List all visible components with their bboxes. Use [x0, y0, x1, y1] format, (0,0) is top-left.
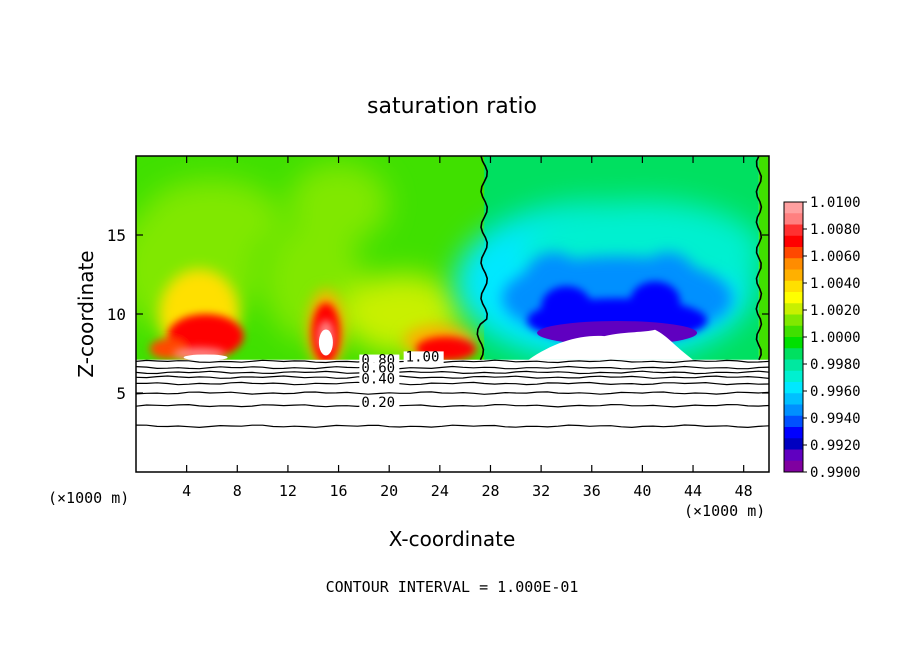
x-tick-label: 36 — [583, 482, 601, 500]
colorbar-label: 1.0000 — [810, 330, 861, 346]
contour-line — [136, 375, 769, 379]
colorbar-segment — [784, 449, 803, 462]
colorbar-label: 1.0100 — [810, 195, 861, 211]
contour-label: 0.20 — [361, 395, 395, 411]
y-tick-label: 10 — [107, 305, 126, 324]
colorbar-segment — [784, 280, 803, 293]
colorbar-segment — [784, 415, 803, 428]
colorbar-label: 0.9900 — [810, 465, 861, 481]
dry-blob — [541, 286, 592, 327]
region-edge-strip — [758, 156, 769, 360]
contour-line — [136, 359, 769, 364]
colorbar-segment — [784, 303, 803, 315]
contour-label: 0.60 — [361, 360, 395, 376]
contour-label: 1.00 — [406, 349, 440, 365]
x-tick-label: 32 — [532, 482, 550, 500]
colorbar-segment — [784, 292, 803, 304]
contour-line — [136, 424, 769, 429]
colorbar-segment — [784, 314, 803, 327]
y-tick-label: 15 — [107, 226, 126, 245]
x-tick-label: 40 — [633, 482, 651, 500]
contour-line — [136, 403, 769, 408]
heatmap-field — [136, 156, 769, 472]
chart-title: saturation ratio — [367, 94, 537, 119]
saturation-contour-left — [476, 156, 489, 361]
dry-blob — [630, 281, 681, 322]
plume-blob — [167, 314, 244, 359]
y-axis-label: Z-coordinate — [74, 250, 98, 377]
x-tick-label: 8 — [233, 482, 242, 500]
colorbar-segment — [784, 224, 803, 237]
x-tick-label: 16 — [330, 482, 348, 500]
plume-blob — [141, 179, 282, 260]
contour-line — [136, 370, 769, 375]
colorbar-segment — [784, 438, 803, 450]
contour-labels: 1.000.800.600.400.20 — [359, 349, 444, 411]
colorbar-segment — [784, 247, 803, 259]
contour-line — [136, 391, 769, 395]
colorbar-segment — [784, 213, 803, 225]
colorbar-label: 0.9960 — [810, 384, 861, 400]
colorbar-segment — [784, 393, 803, 405]
y-tick-label: 5 — [116, 384, 126, 403]
colorbar-segment — [784, 382, 803, 394]
x-tick-label: 24 — [431, 482, 449, 500]
x-tick-label: 44 — [684, 482, 702, 500]
colorbar-segment — [784, 404, 803, 417]
colorbar-segment — [784, 460, 803, 473]
white-core — [318, 329, 333, 356]
colorbar: 1.0100 1.0080 1.0060 1.0040 1.0020 1.0000 0.99… — [783, 195, 861, 481]
x-tick-label: 28 — [481, 482, 499, 500]
contour-label-bg — [359, 373, 400, 386]
contour-label-bg — [359, 362, 400, 375]
x-tick-label: 48 — [735, 482, 753, 500]
contour-label: 0.40 — [361, 372, 395, 388]
contour-label-bg — [359, 397, 400, 410]
contour-label-bg — [403, 351, 444, 364]
colorbar-segment — [784, 337, 803, 349]
white-core — [183, 354, 228, 361]
x-axis-label: X-coordinate — [389, 527, 516, 551]
plume-blob — [288, 163, 389, 244]
x-tick-label: 4 — [182, 482, 191, 500]
colorbar-segment — [784, 348, 803, 360]
colorbar-segment — [784, 202, 803, 214]
colorbar-label: 0.9980 — [810, 357, 861, 373]
x-axis-ticks: 4 8 12 16 20 24 28 32 36 40 44 48 — [182, 156, 753, 500]
colorbar-label: 1.0080 — [810, 222, 861, 238]
contour-line — [136, 381, 769, 386]
contour-line — [136, 365, 769, 370]
x-tick-label: 20 — [380, 482, 398, 500]
colorbar-segment — [784, 235, 803, 248]
colorbar-segment — [784, 427, 803, 439]
colorbar-segment — [784, 258, 803, 270]
colorbar-label: 1.0020 — [810, 303, 861, 319]
colorbar-segment — [784, 359, 803, 372]
colorbar-label: 1.0040 — [810, 276, 861, 292]
contour-interval-text: CONTOUR INTERVAL = 1.000E-01 — [326, 578, 579, 596]
colorbar-segment — [784, 325, 803, 338]
colorbar-segment — [784, 370, 803, 383]
contour-lines — [136, 156, 769, 429]
x-unit-right: (×1000 m) — [684, 502, 765, 520]
y-axis-ticks: 5 10 15 — [107, 226, 769, 403]
x-tick-label: 12 — [279, 482, 297, 500]
white-dome — [528, 329, 694, 360]
x-unit-left: (×1000 m) — [48, 489, 129, 507]
colorbar-segment — [784, 269, 803, 282]
region-subsaturated — [454, 156, 763, 363]
saturation-contour-right — [755, 156, 763, 361]
colorbar-label: 1.0060 — [810, 249, 861, 265]
colorbar-label: 0.9920 — [810, 438, 861, 454]
colorbar-label: 0.9940 — [810, 411, 861, 427]
